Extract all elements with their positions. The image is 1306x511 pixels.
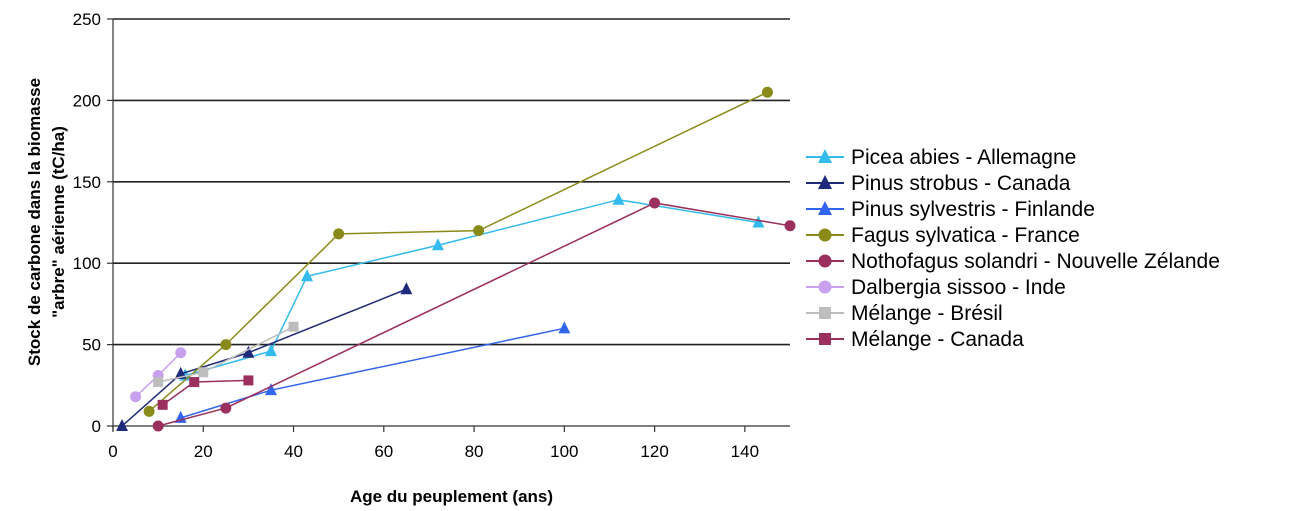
data-point xyxy=(264,383,277,396)
y-tick-label: 0 xyxy=(92,417,101,436)
tick-labels: 0 50 100 150 200 250 0 20 40 60 80 100 120 140 xyxy=(73,10,759,461)
data-point xyxy=(819,307,831,319)
legend-item: Dalbergia sissoo - Inde xyxy=(806,276,1066,299)
data-point xyxy=(220,339,232,351)
series-line xyxy=(157,202,791,427)
legend-label: Pinus strobus - Canada xyxy=(851,172,1071,195)
data-point xyxy=(157,399,168,410)
data-point xyxy=(818,175,832,189)
x-axis-title: Age du peuplement (ans) xyxy=(350,487,553,506)
legend-label: Dalbergia sissoo - Inde xyxy=(851,276,1066,299)
data-point xyxy=(116,419,129,431)
series-group xyxy=(116,86,796,432)
y-axis-title-line: Stock de carbone dans la biomasse xyxy=(25,78,44,366)
data-point xyxy=(818,149,832,163)
series-line xyxy=(180,327,565,419)
series xyxy=(116,282,413,431)
data-point xyxy=(333,228,345,240)
data-point xyxy=(612,192,625,205)
data-point xyxy=(649,197,661,209)
data-point xyxy=(242,345,255,358)
legend-label: Fagus sylvatica - France xyxy=(851,224,1080,247)
data-point xyxy=(153,377,164,388)
series-line xyxy=(185,198,759,377)
series xyxy=(179,192,765,381)
x-tick-label: 80 xyxy=(465,442,484,461)
legend-label: Pinus sylvestris - Finlande xyxy=(851,198,1095,221)
x-tick-label: 40 xyxy=(284,442,303,461)
y-tick-label: 250 xyxy=(73,10,101,29)
y-tick-label: 100 xyxy=(73,254,101,273)
data-point xyxy=(152,420,164,432)
x-tick-label: 120 xyxy=(640,442,668,461)
y-axis-title: Stock de carbone dans la biomasse "arbre"… xyxy=(25,78,68,366)
series-line xyxy=(121,288,407,427)
legend-item: Pinus strobus - Canada xyxy=(806,172,1071,195)
data-point xyxy=(400,282,413,295)
series xyxy=(157,375,254,410)
y-tick-label: 150 xyxy=(73,173,101,192)
x-tick-label: 0 xyxy=(108,442,117,461)
x-tick-label: 140 xyxy=(731,442,759,461)
series xyxy=(152,197,796,432)
x-tick-label: 20 xyxy=(194,442,213,461)
data-point xyxy=(301,269,314,282)
legend-item: Mélange - Canada xyxy=(806,328,1024,351)
legend-label: Mélange - Canada xyxy=(851,328,1024,351)
data-point xyxy=(198,367,209,378)
data-point xyxy=(818,280,832,294)
y-tick-label: 50 xyxy=(82,336,101,355)
y-axis-title-line: "arbre" aérienne (tC/ha) xyxy=(49,126,68,318)
data-point xyxy=(288,321,299,332)
axes xyxy=(107,18,790,432)
legend-item: Picea abies - Allemagne xyxy=(806,146,1076,169)
gridlines xyxy=(113,18,790,346)
data-point xyxy=(818,254,832,268)
data-point xyxy=(189,377,200,388)
data-point xyxy=(473,225,485,237)
data-point xyxy=(143,405,155,417)
data-point xyxy=(558,321,571,334)
legend-item: Pinus sylvestris - Finlande xyxy=(806,198,1095,221)
series xyxy=(153,321,299,388)
legend-item: Mélange - Brésil xyxy=(806,302,1003,325)
data-point xyxy=(130,391,142,403)
data-point xyxy=(819,333,831,345)
legend-label: Picea abies - Allemagne xyxy=(851,146,1076,169)
legend-label: Mélange - Brésil xyxy=(851,302,1003,325)
legend: Picea abies - Allemagne Pinus strobus - C… xyxy=(806,146,1220,351)
data-point xyxy=(818,228,832,242)
data-point xyxy=(761,86,773,98)
data-point xyxy=(220,402,232,414)
data-point xyxy=(752,215,765,228)
x-tick-label: 100 xyxy=(550,442,578,461)
x-tick-label: 60 xyxy=(374,442,393,461)
legend-item: Nothofagus solandri - Nouvelle Zélande xyxy=(806,250,1220,273)
series-line xyxy=(148,91,768,412)
legend-item: Fagus sylvatica - France xyxy=(806,224,1080,247)
y-tick-label: 200 xyxy=(73,91,101,110)
data-point xyxy=(818,201,832,215)
data-point xyxy=(243,375,254,386)
data-point xyxy=(264,344,277,357)
data-point xyxy=(175,347,187,359)
data-point xyxy=(431,238,444,251)
series xyxy=(143,86,773,417)
data-point xyxy=(784,220,796,232)
legend-label: Nothofagus solandri - Nouvelle Zélande xyxy=(851,250,1220,273)
